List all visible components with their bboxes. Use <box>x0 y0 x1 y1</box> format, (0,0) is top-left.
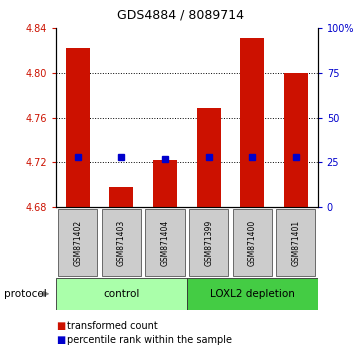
Bar <box>276 209 316 276</box>
Bar <box>66 48 90 207</box>
Bar <box>58 209 97 276</box>
Text: ■: ■ <box>56 335 65 345</box>
Bar <box>102 209 141 276</box>
Text: ■: ■ <box>56 321 65 331</box>
Text: GSM871402: GSM871402 <box>73 219 82 266</box>
Bar <box>56 278 187 310</box>
Text: control: control <box>103 289 140 299</box>
Bar <box>284 73 308 207</box>
Text: percentile rank within the sample: percentile rank within the sample <box>67 335 232 345</box>
Bar <box>197 108 221 207</box>
Bar <box>153 160 177 207</box>
Text: GSM871399: GSM871399 <box>204 219 213 266</box>
Text: GSM871403: GSM871403 <box>117 219 126 266</box>
Text: GSM871404: GSM871404 <box>161 219 170 266</box>
Text: LOXL2 depletion: LOXL2 depletion <box>210 289 295 299</box>
Text: GSM871400: GSM871400 <box>248 219 257 266</box>
Text: transformed count: transformed count <box>67 321 157 331</box>
Text: protocol: protocol <box>4 289 46 299</box>
Bar <box>232 209 272 276</box>
Bar <box>189 209 228 276</box>
Text: GSM871401: GSM871401 <box>291 219 300 266</box>
Bar <box>109 187 133 207</box>
Bar <box>240 38 264 207</box>
Text: GDS4884 / 8089714: GDS4884 / 8089714 <box>117 9 244 22</box>
Bar <box>145 209 184 276</box>
Bar <box>187 278 318 310</box>
